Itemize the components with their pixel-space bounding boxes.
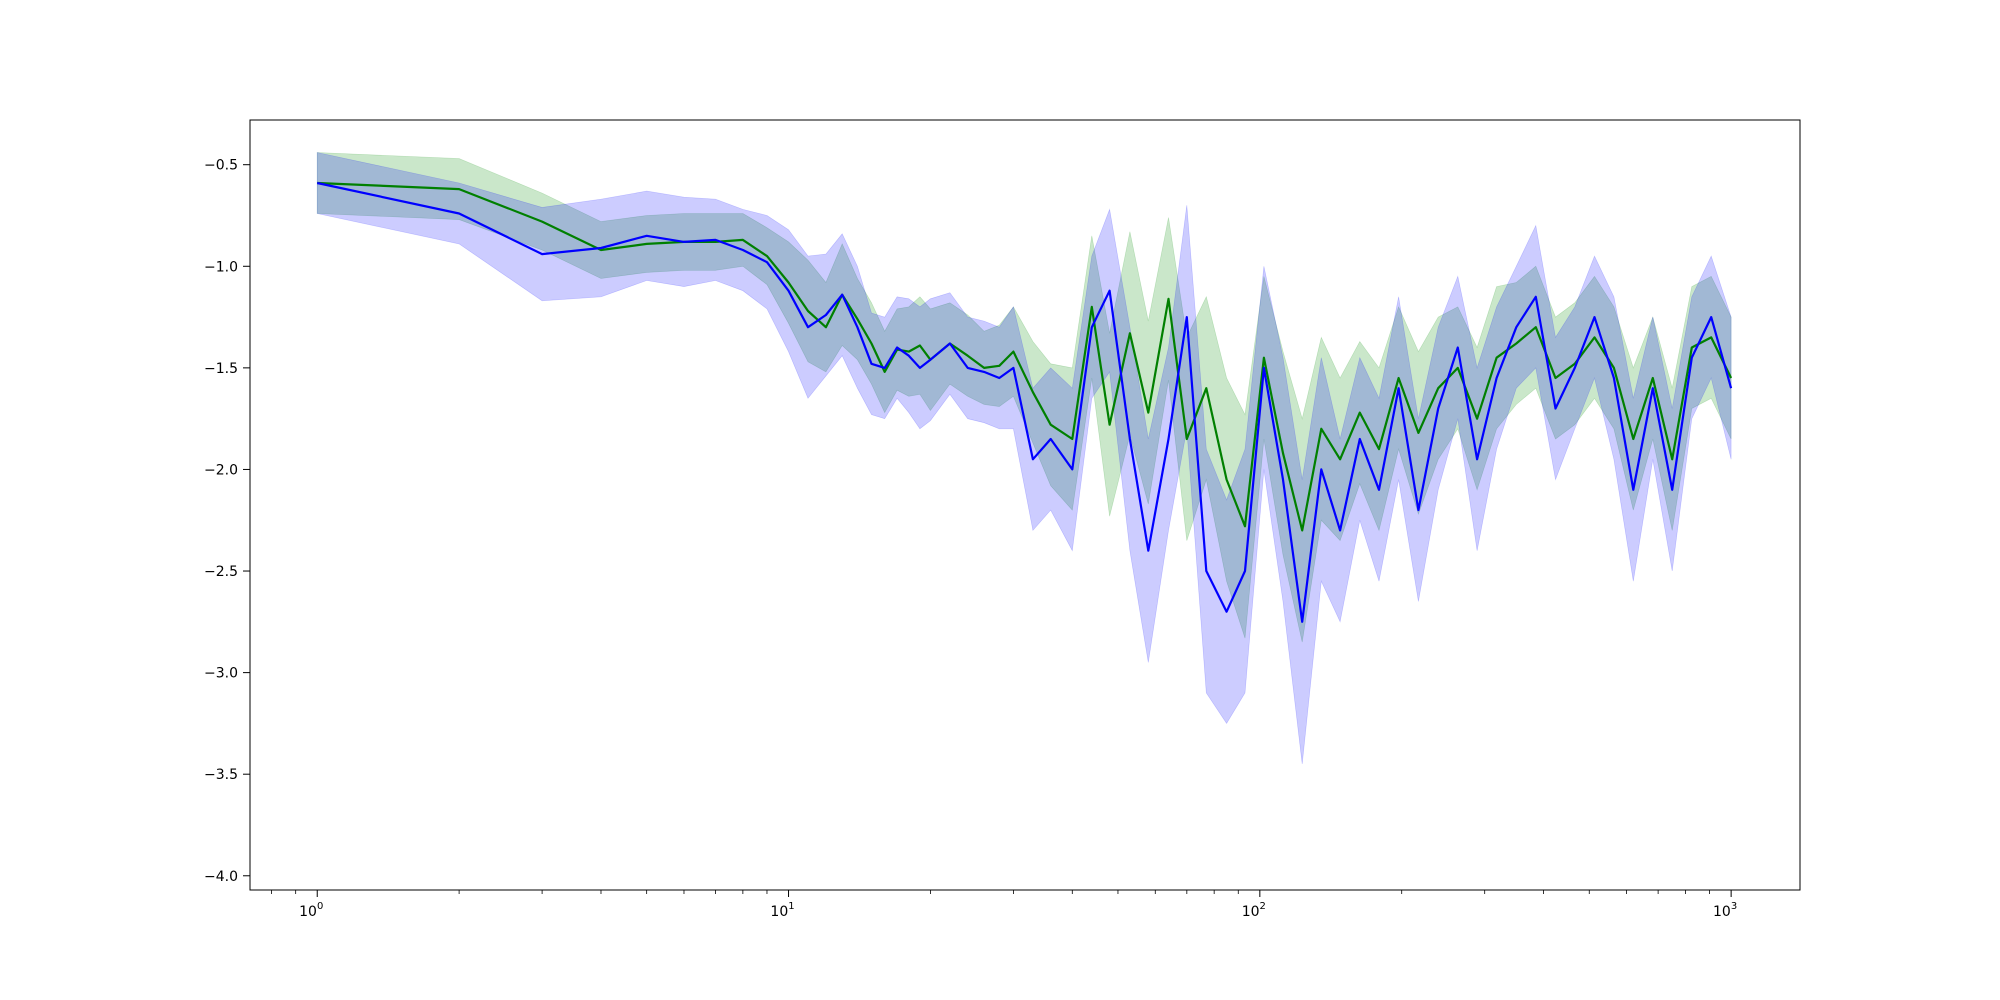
x-tick-label: 103	[1713, 901, 1737, 920]
series-1-line	[317, 181, 1733, 532]
x-tick-label: 102	[1242, 901, 1266, 920]
y-tick-label: −1.5	[204, 361, 238, 377]
y-tick-label: −4.0	[204, 869, 238, 885]
x-tick-label: 101	[770, 901, 794, 920]
y-tick-label: −1.0	[204, 259, 238, 275]
x-axis-ticks: 100 101 102 103	[271, 890, 1737, 920]
plot-frame	[249, 119, 1801, 891]
y-tick-label: −3.0	[204, 666, 238, 682]
y-tick-label: −0.5	[204, 158, 238, 174]
confidence-bands	[316, 152, 1732, 765]
y-axis-ticks: −0.5 −1.0 −1.5 −2.0 −2.5 −3.0 −3.5 −4.0	[204, 158, 250, 885]
series-2-band	[316, 152, 1732, 765]
y-tick-label: −3.5	[204, 767, 238, 783]
series-lines	[316, 181, 1733, 623]
y-tick-label: −2.5	[204, 564, 238, 580]
x-tick-label: 100	[299, 901, 323, 920]
series-1-band	[316, 152, 1732, 643]
series-2-line	[316, 181, 1733, 623]
y-tick-label: −2.0	[204, 462, 238, 478]
